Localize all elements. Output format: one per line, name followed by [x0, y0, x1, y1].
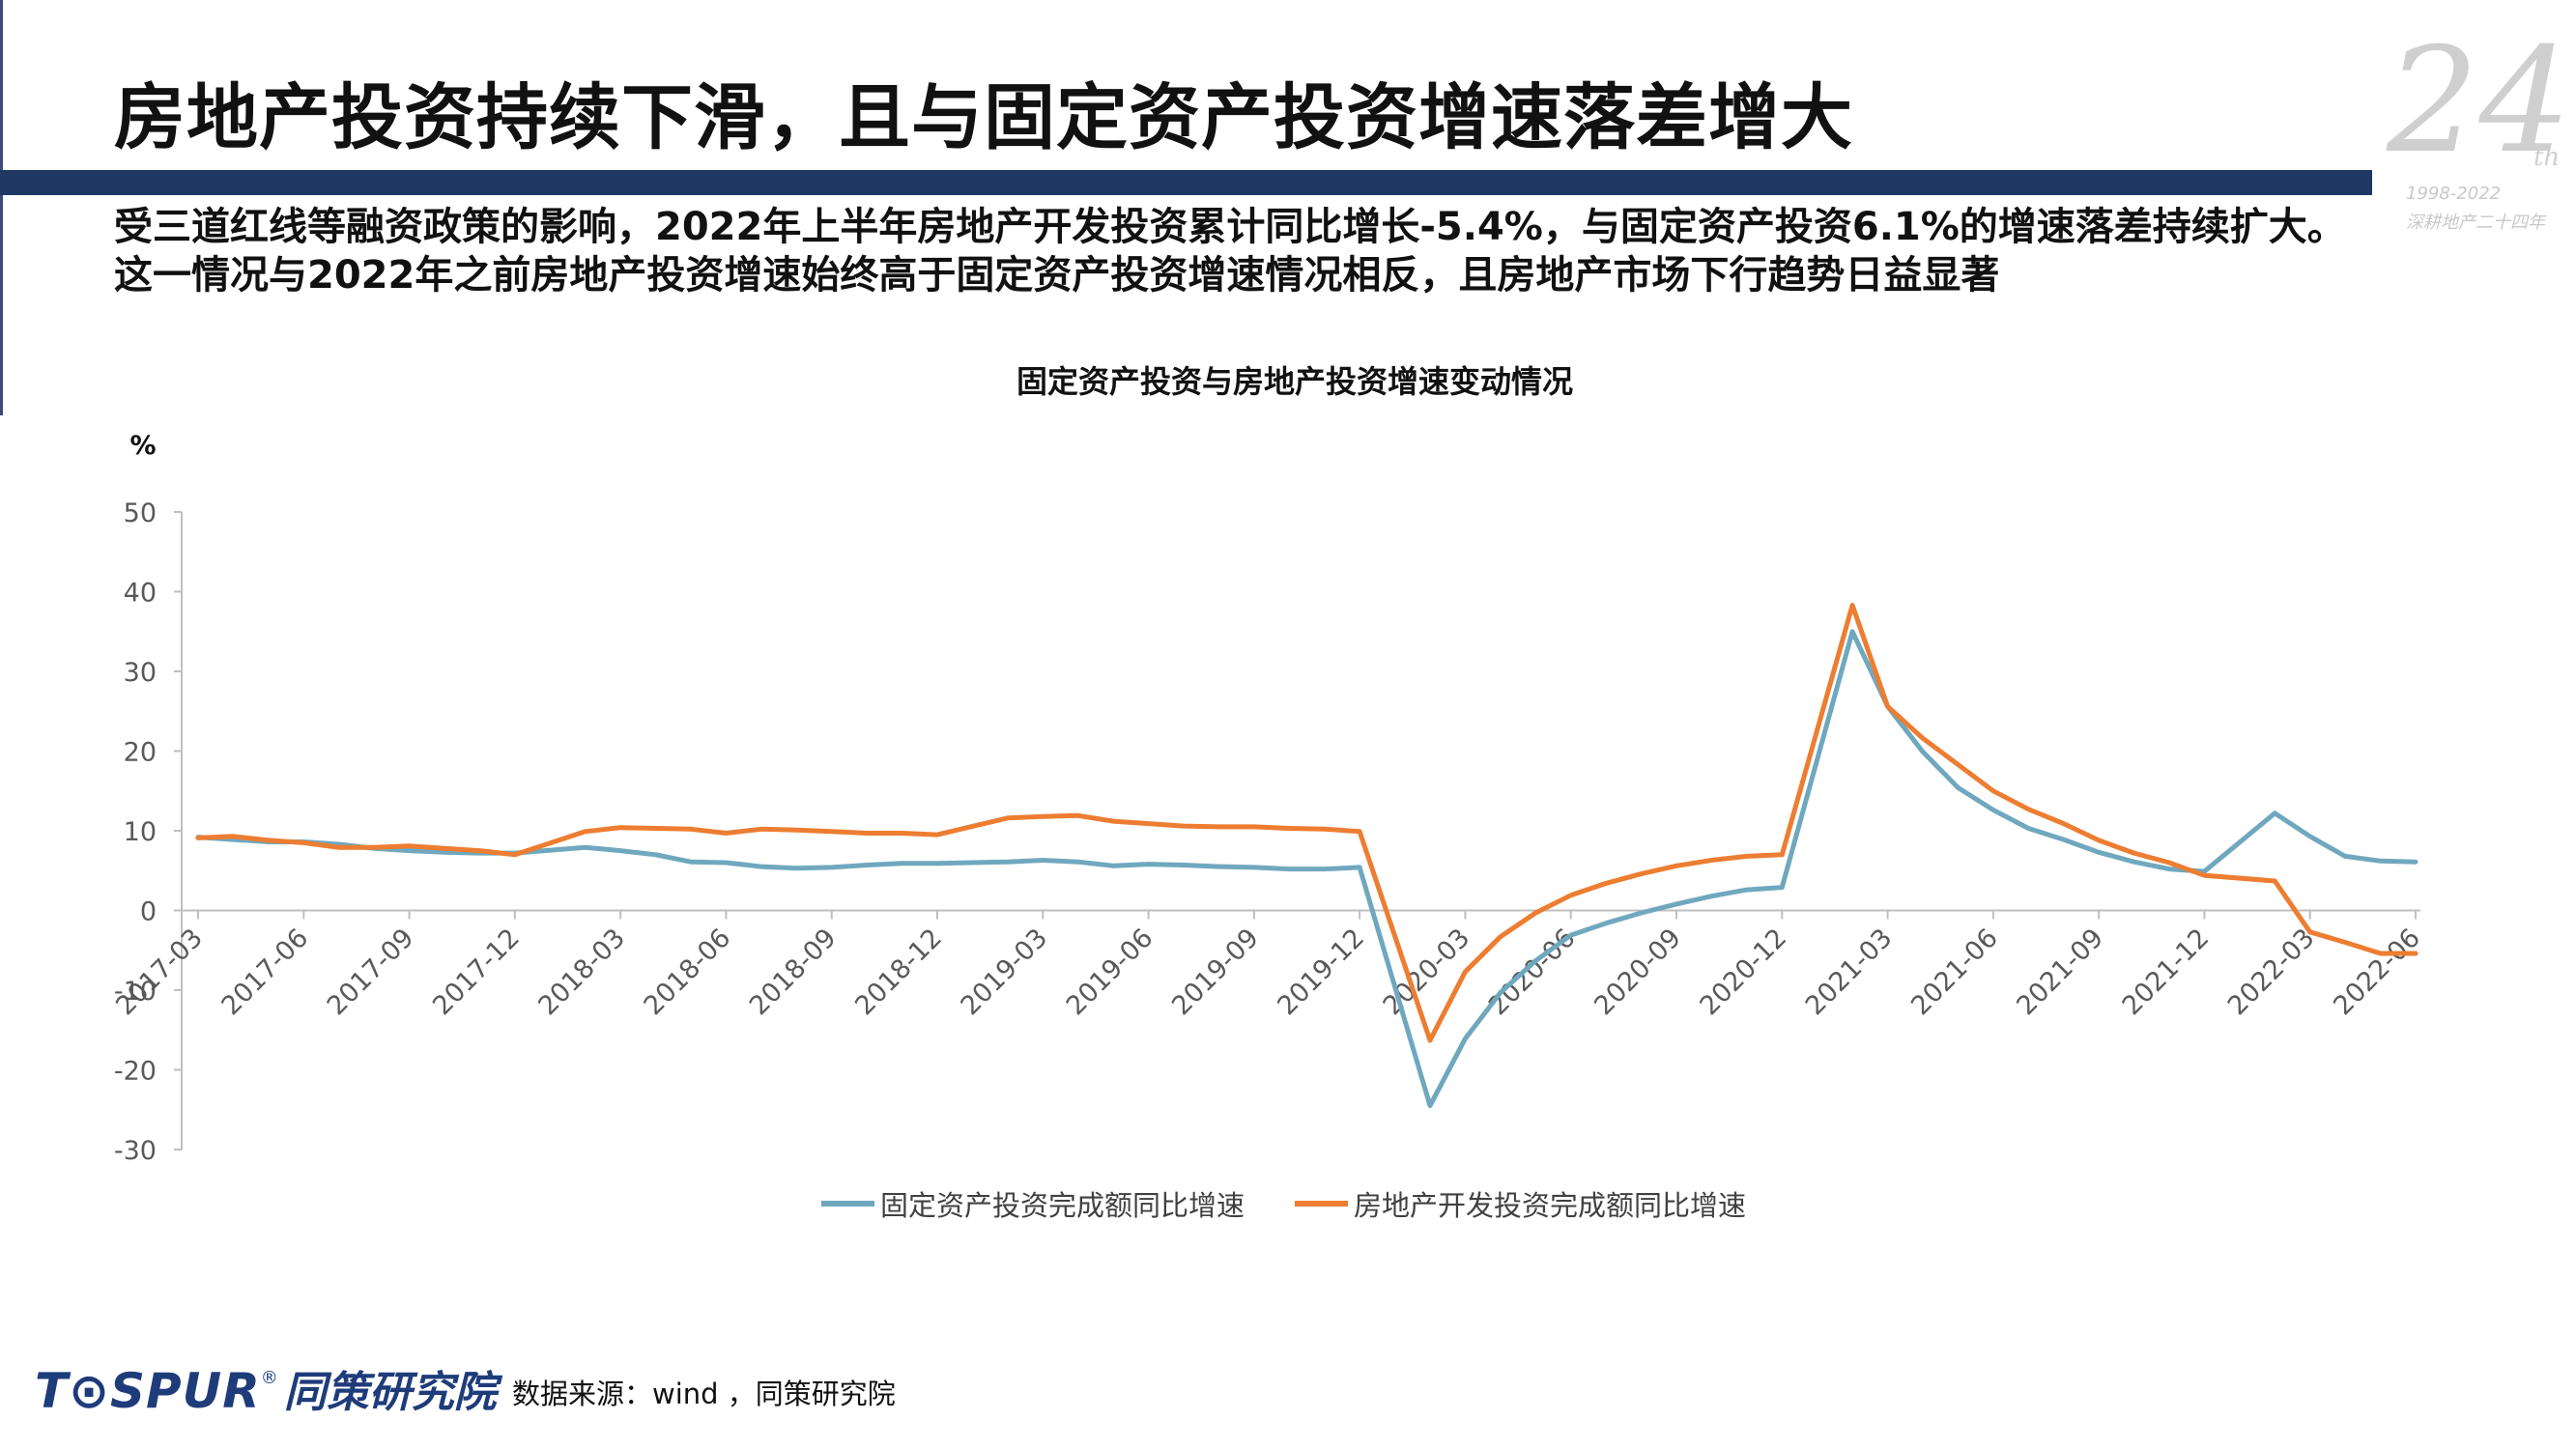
left-edge-accent — [0, 0, 3, 415]
y-tick-label: -20 — [114, 1057, 157, 1087]
x-tick-label: 2021-12 — [2117, 923, 2216, 1022]
series-line-fixed-asset — [195, 629, 2419, 1109]
legend-swatch-real-estate — [1295, 1201, 1348, 1207]
x-tick-label: 2019-09 — [1166, 923, 1265, 1022]
x-tick-label: 2017-12 — [427, 923, 526, 1022]
y-tick-label: 0 — [140, 897, 157, 927]
y-axis-unit: % — [129, 431, 156, 461]
y-tick-label: -30 — [114, 1136, 157, 1166]
legend-label-fixed-asset: 固定资产投资完成额同比增速 — [880, 1189, 1245, 1222]
x-tick-label: 2022-03 — [2222, 923, 2321, 1022]
legend-item-real-estate: 房地产开发投资完成额同比增速 — [1295, 1183, 1746, 1224]
anniversary-suffix: th — [2533, 143, 2561, 172]
logo-chinese-name: 同策研究院 — [283, 1368, 497, 1417]
x-tick-label: 2021-06 — [1905, 923, 2004, 1022]
x-tick-label: 2021-03 — [1800, 923, 1899, 1022]
title-underline-bar — [0, 170, 2372, 195]
x-tick-label: 2018-12 — [849, 923, 948, 1022]
logo-wordmark: T⊙SPUR — [35, 1363, 261, 1419]
y-tick-label: -10 — [114, 977, 157, 1007]
x-tick-label: 2019-12 — [1272, 923, 1370, 1022]
x-tick-label: 2017-09 — [322, 923, 420, 1022]
anniversary-watermark: 24 th 1998-2022 深耕地产二十四年 — [2387, 17, 2571, 233]
legend-swatch-fixed-asset — [821, 1201, 874, 1207]
slide-title: 房地产投资持续下滑，且与固定资产投资增速落差增大 — [114, 76, 1853, 159]
x-tick-label: 2022-06 — [2328, 923, 2426, 1022]
anniversary-years: 1998-2022 — [2406, 184, 2502, 204]
x-tick-label: 2017-06 — [216, 923, 315, 1022]
y-tick-label: 30 — [124, 658, 157, 688]
chart-legend: 固定资产投资完成额同比增速 房地产开发投资完成额同比增速 — [0, 1183, 2576, 1222]
x-tick-label: 2020-12 — [1695, 923, 1793, 1022]
anniversary-number: 24 — [2387, 17, 2571, 185]
data-source-note: 数据来源：wind ，同策研究院 — [512, 1378, 896, 1410]
series-line-real-estate — [195, 603, 2419, 1043]
x-tick-label: 2017-03 — [110, 923, 209, 1022]
y-tick-label: 20 — [124, 738, 157, 768]
chart-title: 固定资产投资与房地产投资增速变动情况 — [1016, 363, 1573, 400]
x-tick-label: 2018-09 — [744, 923, 843, 1022]
tospur-logo: T⊙SPUR ® 同策研究院 — [35, 1357, 497, 1419]
x-tick-label: 2020-09 — [1589, 923, 1687, 1022]
y-tick-label: 10 — [124, 817, 157, 847]
y-tick-label: 50 — [124, 498, 157, 528]
x-tick-label: 2018-06 — [639, 923, 737, 1022]
anniversary-motto: 深耕地产二十四年 — [2406, 213, 2545, 233]
slide-summary: 受三道红线等融资政策的影响，2022年上半年房地产开发投资累计同比增长-5.4%… — [114, 205, 2346, 298]
x-tick-label: 2019-06 — [1061, 923, 1159, 1022]
x-tick-label: 2021-09 — [2011, 923, 2109, 1022]
y-tick-label: 40 — [124, 579, 157, 609]
legend-item-fixed-asset: 固定资产投资完成额同比增速 — [821, 1183, 1245, 1224]
x-tick-label: 2018-03 — [532, 923, 631, 1022]
logo-registered-mark: ® — [260, 1368, 278, 1388]
x-tick-label: 2019-03 — [956, 923, 1054, 1022]
legend-label-real-estate: 房地产开发投资完成额同比增速 — [1354, 1189, 1747, 1222]
